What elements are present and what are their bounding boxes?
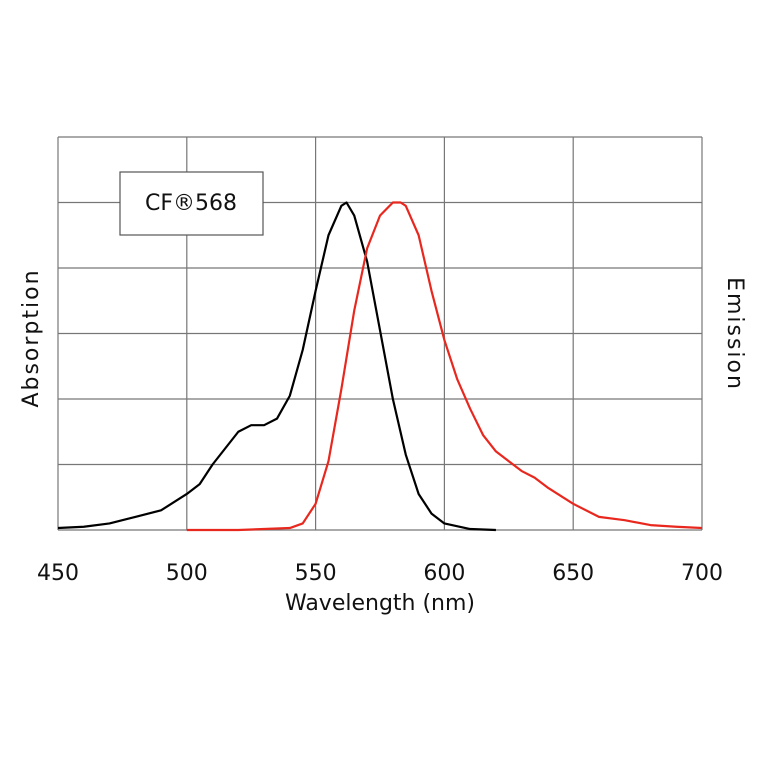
label-box (119, 171, 264, 236)
y-axis-label: Absorption (19, 268, 44, 407)
x-tick-label: 700 (681, 561, 723, 586)
y2-axis-label: Emission (722, 277, 747, 391)
data-line (57, 201, 496, 532)
x-tick-label: 450 (37, 561, 79, 586)
x-tick-label: 500 (166, 561, 208, 586)
x-tick-label: 650 (552, 561, 594, 586)
x-axis-label: Wavelength (nm) (285, 591, 475, 616)
data-line (186, 201, 703, 532)
x-tick-label: 550 (295, 561, 337, 586)
x-tick-label: 600 (423, 561, 465, 586)
chart-title: CF®568 (145, 191, 237, 216)
